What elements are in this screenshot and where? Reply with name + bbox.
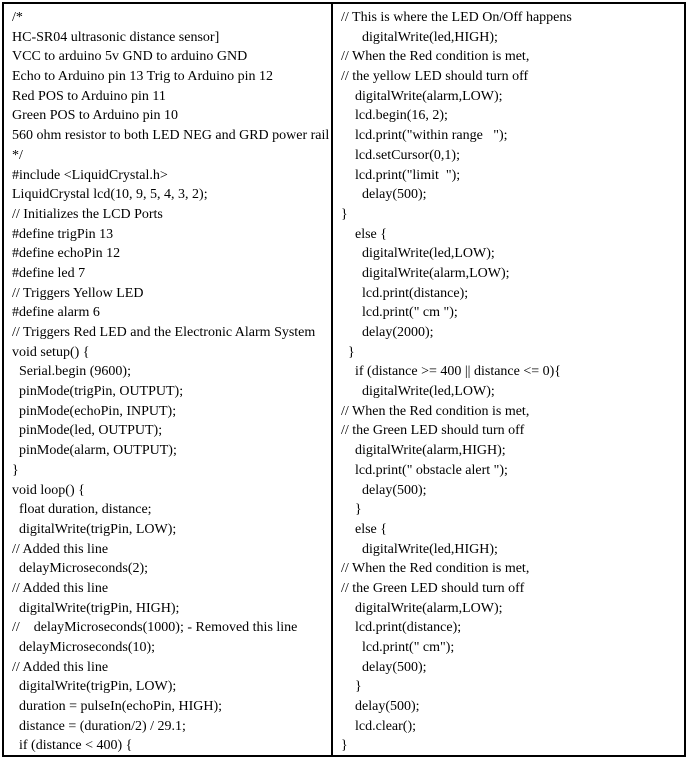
code-line: lcd.print(" cm "); <box>341 305 458 321</box>
code-line: else { <box>341 521 387 537</box>
code-line: // This is where the LED On/Off happens <box>341 10 572 25</box>
code-line: // Added this line <box>12 580 109 596</box>
code-line: digitalWrite(alarm,HIGH); <box>341 443 506 459</box>
code-line: // Initializes the LCD Ports <box>12 206 163 222</box>
code-line: */ <box>12 147 23 163</box>
code-line: // When the Red condition is met, <box>341 49 530 65</box>
code-line: delay(500); <box>341 187 427 203</box>
code-line: float duration, distance; <box>12 502 152 518</box>
code-line: lcd.setCursor(0,1); <box>341 147 460 163</box>
code-line: HC-SR04 ultrasonic distance sensor] <box>12 29 220 45</box>
code-line: delayMicroseconds(2); <box>12 561 149 577</box>
code-line: #define trigPin 13 <box>12 226 114 242</box>
code-line: // When the Red condition is met, <box>341 403 530 419</box>
code-line: lcd.print("within range "); <box>341 128 508 144</box>
code-line: } <box>341 738 348 754</box>
code-line: // delayMicroseconds(1000); - Removed th… <box>12 620 298 636</box>
code-line: Green POS to Arduino pin 10 <box>12 108 179 124</box>
code-line: /* <box>12 10 23 25</box>
code-line: Red POS to Arduino pin 11 <box>12 88 166 104</box>
code-line: duration = pulseIn(echoPin, HIGH); <box>12 699 223 715</box>
code-line: delay(500); <box>341 699 420 715</box>
code-line: digitalWrite(led,HIGH); <box>341 29 498 45</box>
code-column-left: /* HC-SR04 ultrasonic distance sensor] VCC… <box>4 4 333 755</box>
code-line: // Added this line <box>12 541 109 557</box>
code-line: lcd.clear(); <box>341 718 417 734</box>
code-line: // Triggers Red LED and the Electronic A… <box>12 325 316 340</box>
code-line: } <box>341 344 355 360</box>
code-line: lcd.print(" cm"); <box>341 640 455 655</box>
code-line: } <box>341 679 362 695</box>
code-line: #define alarm 6 <box>12 305 100 321</box>
code-line: if (distance < 400) { <box>12 738 133 754</box>
code-line: #include <LiquidCrystal.h> <box>12 167 168 183</box>
code-line: distance = (duration/2) / 29.1; <box>12 718 186 734</box>
code-line: Serial.begin (9600); <box>12 364 131 380</box>
code-line: digitalWrite(led,LOW); <box>341 384 495 400</box>
code-line: } <box>341 206 348 222</box>
code-line: // When the Red condition is met, <box>341 561 530 577</box>
code-line: lcd.print(distance); <box>341 285 469 301</box>
code-line: else { <box>341 226 387 242</box>
code-line: delay(2000); <box>341 325 434 340</box>
code-line: void loop() { <box>12 482 85 498</box>
code-line: digitalWrite(alarm,LOW); <box>341 88 503 104</box>
code-line: delay(500); <box>341 482 427 498</box>
code-line: digitalWrite(trigPin, HIGH); <box>12 600 180 616</box>
code-line: digitalWrite(alarm,LOW); <box>341 265 510 281</box>
code-line: digitalWrite(led,HIGH); <box>341 541 498 557</box>
code-line: digitalWrite(alarm,LOW); <box>341 600 503 616</box>
code-line: pinMode(alarm, OUTPUT); <box>12 443 177 459</box>
code-line: lcd.begin(16, 2); <box>341 108 448 124</box>
code-line: digitalWrite(trigPin, LOW); <box>12 521 177 537</box>
code-line: lcd.print(" obstacle alert "); <box>341 462 508 478</box>
code-line: pinMode(led, OUTPUT); <box>12 423 163 439</box>
code-line: if (distance >= 400 || distance <= 0){ <box>341 364 562 380</box>
code-line: #define led 7 <box>12 265 86 281</box>
code-line: lcd.print(distance); <box>341 620 462 636</box>
code-line: delay(500); <box>341 659 427 675</box>
code-line: Echo to Arduino pin 13 Trig to Arduino p… <box>12 69 273 85</box>
code-line: void setup() { <box>12 344 90 360</box>
code-line: 560 ohm resistor to both LED NEG and GRD… <box>12 128 330 144</box>
code-line: pinMode(echoPin, INPUT); <box>12 403 177 419</box>
code-line: } <box>12 462 19 478</box>
code-column-right: // This is where the LED On/Off happens … <box>333 4 684 755</box>
code-line: // Added this line <box>12 659 109 675</box>
code-line: VCC to arduino 5v GND to arduino GND <box>12 49 248 65</box>
code-line: lcd.print("limit "); <box>341 167 461 183</box>
code-line: // the Green LED should turn off <box>341 423 525 439</box>
code-line: // the Green LED should turn off <box>341 580 525 596</box>
code-line: // the yellow LED should turn off <box>341 69 529 85</box>
code-line: } <box>341 502 362 518</box>
code-line: digitalWrite(trigPin, LOW); <box>12 679 177 695</box>
code-line: LiquidCrystal lcd(10, 9, 5, 4, 3, 2); <box>12 187 208 203</box>
code-line: pinMode(trigPin, OUTPUT); <box>12 384 184 400</box>
code-line: #define echoPin 12 <box>12 246 121 262</box>
code-line: digitalWrite(led,LOW); <box>341 246 495 262</box>
code-line: // Triggers Yellow LED <box>12 285 144 301</box>
code-line: delayMicroseconds(10); <box>12 640 156 655</box>
code-table: /* HC-SR04 ultrasonic distance sensor] VCC… <box>2 2 686 757</box>
